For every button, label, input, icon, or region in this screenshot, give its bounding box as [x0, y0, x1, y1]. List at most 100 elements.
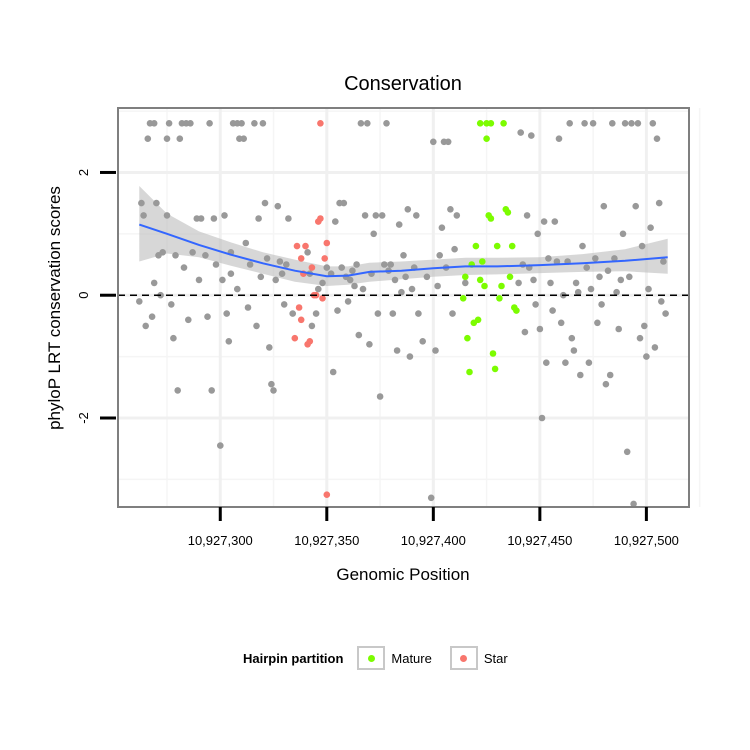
data-point-other	[604, 267, 612, 275]
data-point-other	[227, 270, 235, 278]
data-point-other	[538, 414, 546, 422]
data-point-other	[658, 298, 665, 305]
data-point-other	[349, 267, 356, 275]
data-point-other	[427, 494, 435, 502]
data-point-other	[528, 132, 535, 139]
data-point-other	[453, 212, 461, 219]
data-point-other	[244, 304, 252, 311]
data-point-other	[566, 120, 573, 127]
data-point-mature	[462, 273, 469, 281]
data-point-star	[323, 491, 331, 499]
data-point-other	[517, 129, 524, 136]
legend: Hairpin partition Mature Star	[243, 644, 526, 672]
data-point-other	[208, 387, 215, 394]
data-point-other	[408, 285, 416, 293]
data-point-other	[319, 279, 326, 287]
data-point-other	[598, 301, 605, 308]
data-point-other	[285, 215, 292, 222]
data-point-other	[372, 212, 380, 219]
data-point-other	[585, 359, 593, 367]
data-point-other	[621, 120, 629, 127]
data-point-other	[594, 319, 601, 327]
data-point-other	[266, 344, 273, 351]
data-point-mature	[500, 120, 507, 127]
data-point-other	[240, 135, 247, 142]
data-point-other	[413, 212, 420, 219]
panel-border	[117, 107, 690, 508]
data-point-other	[280, 301, 288, 308]
data-point-other	[206, 120, 213, 127]
data-point-other	[144, 135, 152, 142]
data-point-other	[577, 371, 584, 379]
data-point-other	[219, 276, 226, 284]
data-point-other	[451, 245, 458, 253]
data-point-other	[364, 120, 371, 127]
data-point-other	[432, 347, 439, 354]
data-point-mature	[466, 368, 473, 376]
data-point-other	[543, 359, 550, 367]
data-point-other	[163, 135, 171, 142]
data-point-other	[255, 215, 262, 222]
data-point-other	[647, 224, 654, 231]
mature-dot-icon	[367, 654, 375, 662]
loess-smooth-line	[138, 223, 668, 278]
data-point-star	[308, 264, 316, 271]
data-point-other	[402, 273, 409, 281]
data-point-star	[319, 295, 326, 302]
data-point-other	[415, 310, 422, 317]
data-point-other	[547, 279, 554, 287]
data-point-other	[242, 239, 250, 247]
data-point-other	[334, 307, 341, 314]
data-point-mature	[476, 276, 484, 284]
y-tick-label: 2	[76, 169, 91, 176]
data-point-other	[636, 334, 644, 342]
data-point-other	[587, 285, 595, 293]
data-point-other	[419, 338, 427, 345]
data-point-other	[438, 224, 446, 231]
data-point-other	[519, 261, 527, 268]
data-point-other	[643, 353, 650, 360]
data-point-other	[562, 359, 569, 367]
data-point-other	[150, 279, 158, 287]
data-point-other	[423, 273, 431, 281]
data-point-other	[270, 387, 277, 394]
data-point-other	[366, 341, 373, 348]
data-point-mature	[498, 282, 505, 290]
data-point-other	[596, 273, 603, 281]
data-point-other	[374, 310, 382, 317]
data-point-other	[170, 334, 177, 342]
data-point-other	[523, 212, 531, 219]
data-point-other	[651, 344, 659, 351]
data-point-other	[406, 353, 414, 360]
data-point-other	[447, 206, 454, 213]
data-point-other	[180, 264, 188, 271]
data-point-other	[515, 279, 522, 287]
data-point-other	[462, 279, 469, 287]
data-point-other	[615, 325, 622, 333]
data-point-other	[189, 249, 196, 256]
data-point-other	[634, 120, 642, 127]
data-point-other	[391, 276, 399, 284]
data-point-mature	[479, 258, 486, 265]
data-point-other	[251, 120, 258, 127]
data-point-other	[592, 255, 599, 262]
data-point-other	[274, 202, 282, 210]
data-point-other	[257, 273, 265, 281]
data-point-other	[174, 387, 181, 394]
data-point-other	[551, 218, 559, 225]
data-point-other	[283, 261, 290, 268]
data-point-other	[370, 230, 378, 238]
data-point-other	[649, 120, 657, 127]
data-point-star	[291, 334, 299, 342]
x-tick-label: 10,927,300	[188, 533, 253, 548]
x-tick-label: 10,927,350	[294, 533, 359, 548]
data-point-mature	[487, 215, 495, 222]
data-point-other	[278, 270, 286, 278]
data-point-other	[545, 255, 552, 262]
data-point-other	[210, 215, 218, 222]
data-point-mature	[489, 350, 497, 357]
data-point-star	[297, 316, 305, 324]
data-point-other	[606, 371, 614, 379]
data-point-other	[553, 258, 561, 265]
legend-key-star	[449, 646, 478, 670]
